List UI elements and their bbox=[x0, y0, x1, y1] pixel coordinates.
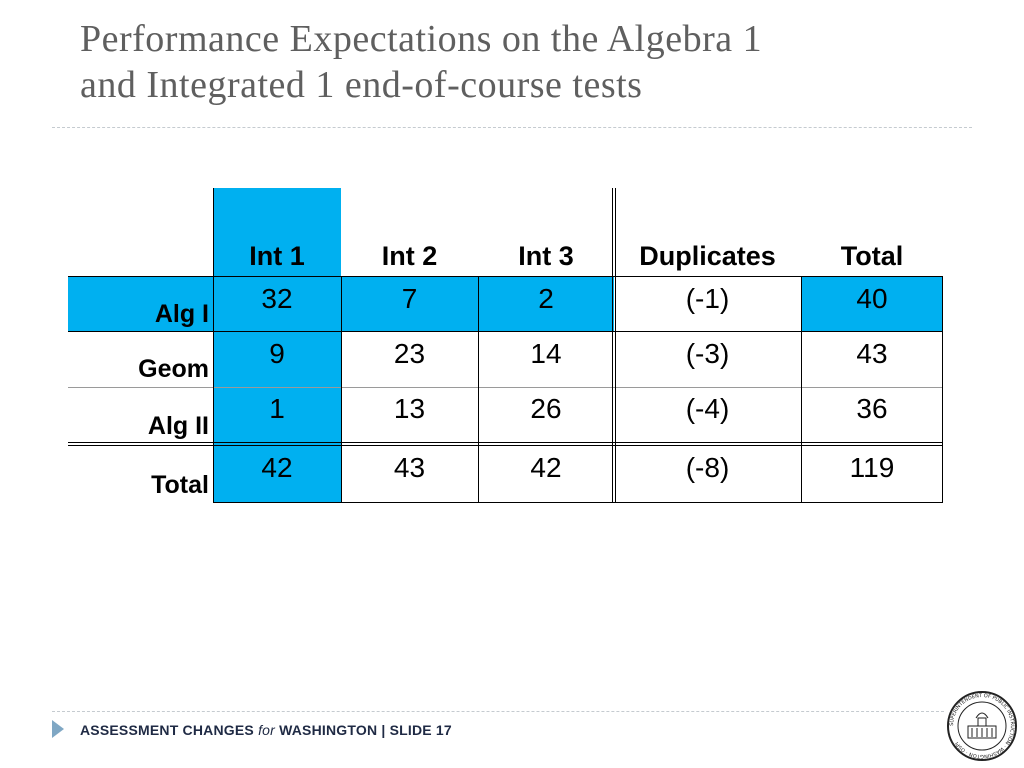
col-header-int2: Int 2 bbox=[381, 241, 438, 271]
cell-total-duplicates: (-8) bbox=[685, 452, 730, 483]
title-line-1: Performance Expectations on the Algebra … bbox=[80, 18, 763, 60]
cell-geom-int2: 23 bbox=[393, 338, 426, 369]
cell-alg2-int1: 1 bbox=[269, 393, 285, 424]
cell-alg2-total: 36 bbox=[856, 393, 888, 424]
col-header-total: Total bbox=[840, 241, 904, 271]
cell-alg1-int2: 7 bbox=[401, 283, 418, 314]
cell-alg1-int1: 32 bbox=[261, 283, 293, 314]
duplicates-cell-bg bbox=[614, 277, 801, 332]
cell-total-int1: 42 bbox=[261, 452, 293, 483]
cell-geom-int1: 9 bbox=[269, 338, 285, 369]
col-rule bbox=[213, 188, 214, 503]
title-line-2: and Integrated 1 end-of-course tests bbox=[80, 64, 643, 106]
cell-alg2-int3: 26 bbox=[530, 393, 562, 424]
cell-geom-total: 43 bbox=[856, 338, 888, 369]
row-rule bbox=[68, 331, 943, 332]
title-divider bbox=[52, 127, 972, 128]
cell-alg2-duplicates: (-4) bbox=[685, 393, 730, 424]
footer-text-for: for bbox=[258, 722, 276, 738]
table-right-rule bbox=[942, 277, 943, 503]
cell-total-total: 119 bbox=[849, 452, 895, 483]
cell-alg1-total: 40 bbox=[856, 283, 888, 314]
total-double-rule-top bbox=[68, 442, 943, 443]
col-double-rule-right bbox=[615, 188, 616, 503]
header-bottom-rule bbox=[68, 276, 943, 277]
cell-alg1-duplicates: (-1) bbox=[685, 283, 730, 314]
col-rule bbox=[801, 277, 802, 503]
col-header-int1: Int 1 bbox=[249, 241, 305, 271]
cell-total-int2: 43 bbox=[393, 452, 426, 483]
footer-text-part1: ASSESSMENT CHANGES bbox=[80, 722, 259, 738]
col-header-int3: Int 3 bbox=[518, 241, 574, 271]
footer-label: ASSESSMENT CHANGES for WASHINGTON | SLID… bbox=[80, 722, 452, 738]
int1-column-highlight bbox=[213, 332, 341, 503]
row-label-alg2: Alg II bbox=[147, 412, 209, 440]
row-label-total: Total bbox=[151, 471, 209, 499]
row-rule bbox=[68, 387, 943, 388]
footer-text-part2: WASHINGTON | SLIDE 17 bbox=[275, 722, 452, 738]
slide-title: Performance Expectations on the Algebra … bbox=[80, 16, 980, 108]
row-label-alg1: Alg I bbox=[154, 300, 209, 328]
col-double-rule-left bbox=[612, 188, 613, 503]
int1-header-highlight bbox=[213, 188, 341, 276]
cell-alg2-int2: 13 bbox=[393, 393, 426, 424]
row-label-geom: Geom bbox=[138, 355, 209, 383]
table-bottom-rule bbox=[213, 502, 943, 503]
col-rule bbox=[478, 277, 479, 503]
footer-arrow-icon bbox=[52, 720, 64, 738]
ospi-seal-logo: SUPERINTENDENT OF PUBLIC INSTRUCTION · W… bbox=[947, 691, 1017, 761]
cell-geom-int3: 14 bbox=[530, 338, 562, 369]
cell-total-int3: 42 bbox=[530, 452, 562, 483]
total-double-rule-bottom bbox=[68, 445, 943, 446]
cell-geom-duplicates: (-3) bbox=[685, 338, 730, 369]
footer-divider bbox=[52, 711, 944, 712]
col-header-duplicates: Duplicates bbox=[639, 241, 776, 271]
cell-alg1-int3: 2 bbox=[538, 283, 554, 314]
col-rule bbox=[341, 277, 342, 503]
